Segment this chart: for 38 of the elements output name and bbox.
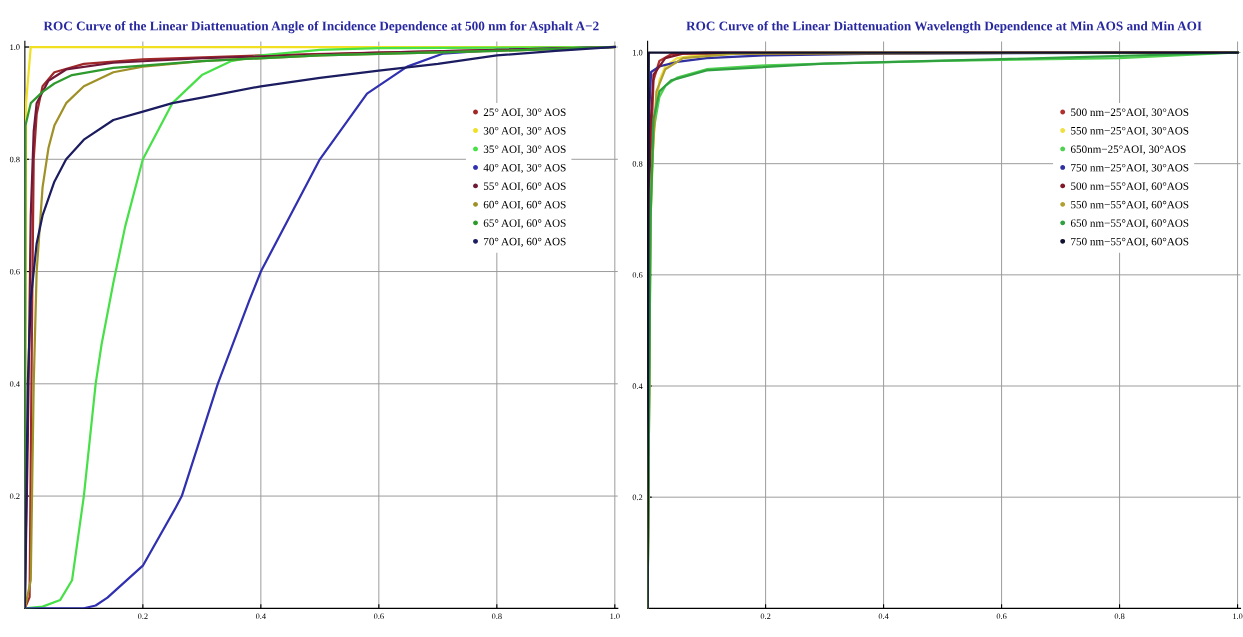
legend-label: 500 nm−25°AOI, 30°AOS	[1071, 108, 1189, 118]
legend-label: 650 nm−55°AOI, 60°AOS	[1070, 219, 1189, 229]
x-tick-label: 0.2	[137, 613, 148, 620]
x-tick-label: 0.4	[255, 613, 266, 620]
y-tick-label: 0.8	[632, 161, 643, 167]
legend-label: 25° AOI, 30° AOS	[483, 108, 566, 118]
legend-label: 550 nm−25°AOI, 30°AOS	[1071, 126, 1189, 137]
legend-label: 500 nm−55°AOI, 60°AOS	[1071, 182, 1189, 192]
x-tick-label: 0.6	[373, 613, 384, 620]
legend-label: 35° AOI, 30° AOS	[483, 145, 566, 155]
legend-label: 55° AOI, 60° AOS	[483, 182, 566, 192]
legend-label: 30° AOI, 30° AOS	[483, 126, 566, 137]
y-tick-label: 1.0	[633, 49, 643, 56]
x-tick-label: 1.0	[1233, 613, 1243, 620]
legend-label: 550 nm−55°AOI, 60°AOS	[1071, 200, 1189, 210]
legend-label: 750 nm−55°AOI, 60°AOS	[1071, 237, 1189, 247]
chart-title: ROC Curve of the Linear Diattenuation Angle of Incidence Dependence at 500 nm for Asphalt A−2	[43, 21, 599, 34]
x-tick-label: 0.6	[996, 613, 1007, 620]
legend-label: 60° AOI, 60° AOS	[483, 200, 566, 210]
y-tick-label: 0.6	[632, 272, 643, 278]
x-tick-label: 0.8	[1114, 613, 1125, 620]
chart-title: ROC Curve of the Linear Diattenuation Wavelength Dependence at Min AOS and Min AOI	[686, 21, 1202, 34]
x-tick-label: 0.8	[491, 613, 502, 620]
y-tick-label: 0.8	[9, 156, 20, 163]
legend-label: 40° AOI, 30° AOS	[483, 163, 566, 174]
y-tick-label: 0.2	[9, 493, 20, 500]
y-tick-label: 0.6	[9, 268, 20, 275]
y-tick-label: 0.4	[632, 383, 643, 390]
legend-label: 70° AOI, 60° AOS	[484, 237, 566, 247]
x-tick-label: 0.2	[760, 613, 771, 620]
y-tick-label: 1.0	[10, 44, 20, 51]
x-tick-label: 0.4	[878, 613, 889, 620]
legend-label: 65° AOI, 60° AOS	[483, 219, 566, 229]
legend-label: 650nm−25°AOI, 30°AOS	[1070, 145, 1186, 155]
y-tick-label: 0.4	[9, 381, 20, 387]
legend-label: 750 nm−25°AOI, 30°AOS	[1071, 163, 1189, 174]
x-tick-label: 1.0	[610, 613, 620, 620]
y-tick-label: 0.2	[632, 494, 643, 501]
